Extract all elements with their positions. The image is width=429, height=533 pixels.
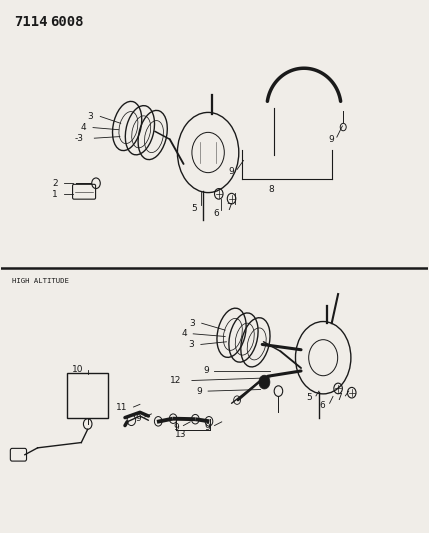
Text: 9: 9	[328, 135, 334, 144]
Text: 9: 9	[203, 367, 209, 375]
Text: 9: 9	[173, 423, 179, 432]
Text: 3: 3	[87, 112, 93, 121]
Text: HIGH ALTITUDE: HIGH ALTITUDE	[12, 278, 69, 284]
Text: 4: 4	[181, 329, 187, 338]
Text: 7114: 7114	[14, 14, 48, 29]
Text: 7: 7	[337, 393, 342, 402]
Text: 5: 5	[307, 393, 313, 402]
Text: 10: 10	[72, 366, 83, 374]
Text: 6: 6	[213, 209, 219, 218]
Text: 9: 9	[135, 414, 141, 423]
Text: 3: 3	[190, 319, 195, 328]
Text: 11: 11	[116, 402, 127, 411]
Text: 6: 6	[320, 401, 325, 410]
Bar	[67, 373, 108, 418]
Text: 7: 7	[226, 203, 232, 212]
Circle shape	[259, 375, 270, 389]
Text: 9: 9	[205, 423, 210, 432]
Text: 3: 3	[189, 340, 194, 349]
Text: 5: 5	[192, 204, 197, 213]
Text: 9: 9	[228, 166, 234, 175]
Text: 9: 9	[197, 386, 202, 395]
Text: 4: 4	[81, 123, 87, 132]
Text: 13: 13	[175, 430, 187, 439]
Text: 1: 1	[52, 190, 58, 199]
Text: 2: 2	[52, 179, 58, 188]
Text: -3: -3	[75, 134, 84, 143]
Text: 6008: 6008	[50, 14, 84, 29]
Text: 8: 8	[269, 185, 274, 194]
Text: 12: 12	[170, 376, 181, 385]
